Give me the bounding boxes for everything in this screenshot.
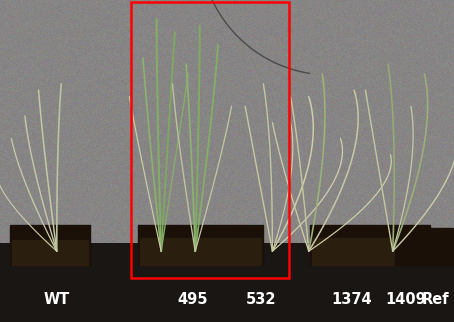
- Bar: [312, 238, 428, 265]
- Bar: [140, 238, 261, 265]
- Text: Ref: Ref: [421, 292, 449, 308]
- Text: 532: 532: [246, 292, 276, 308]
- Bar: [10, 225, 90, 265]
- Bar: [395, 228, 453, 265]
- Text: 495: 495: [178, 292, 208, 308]
- Bar: [310, 225, 430, 265]
- Bar: [12, 240, 88, 265]
- Text: 1409: 1409: [385, 292, 426, 308]
- Text: 1374: 1374: [332, 292, 372, 308]
- Bar: [138, 225, 263, 265]
- Bar: [131, 2, 289, 278]
- Text: WT: WT: [44, 292, 70, 308]
